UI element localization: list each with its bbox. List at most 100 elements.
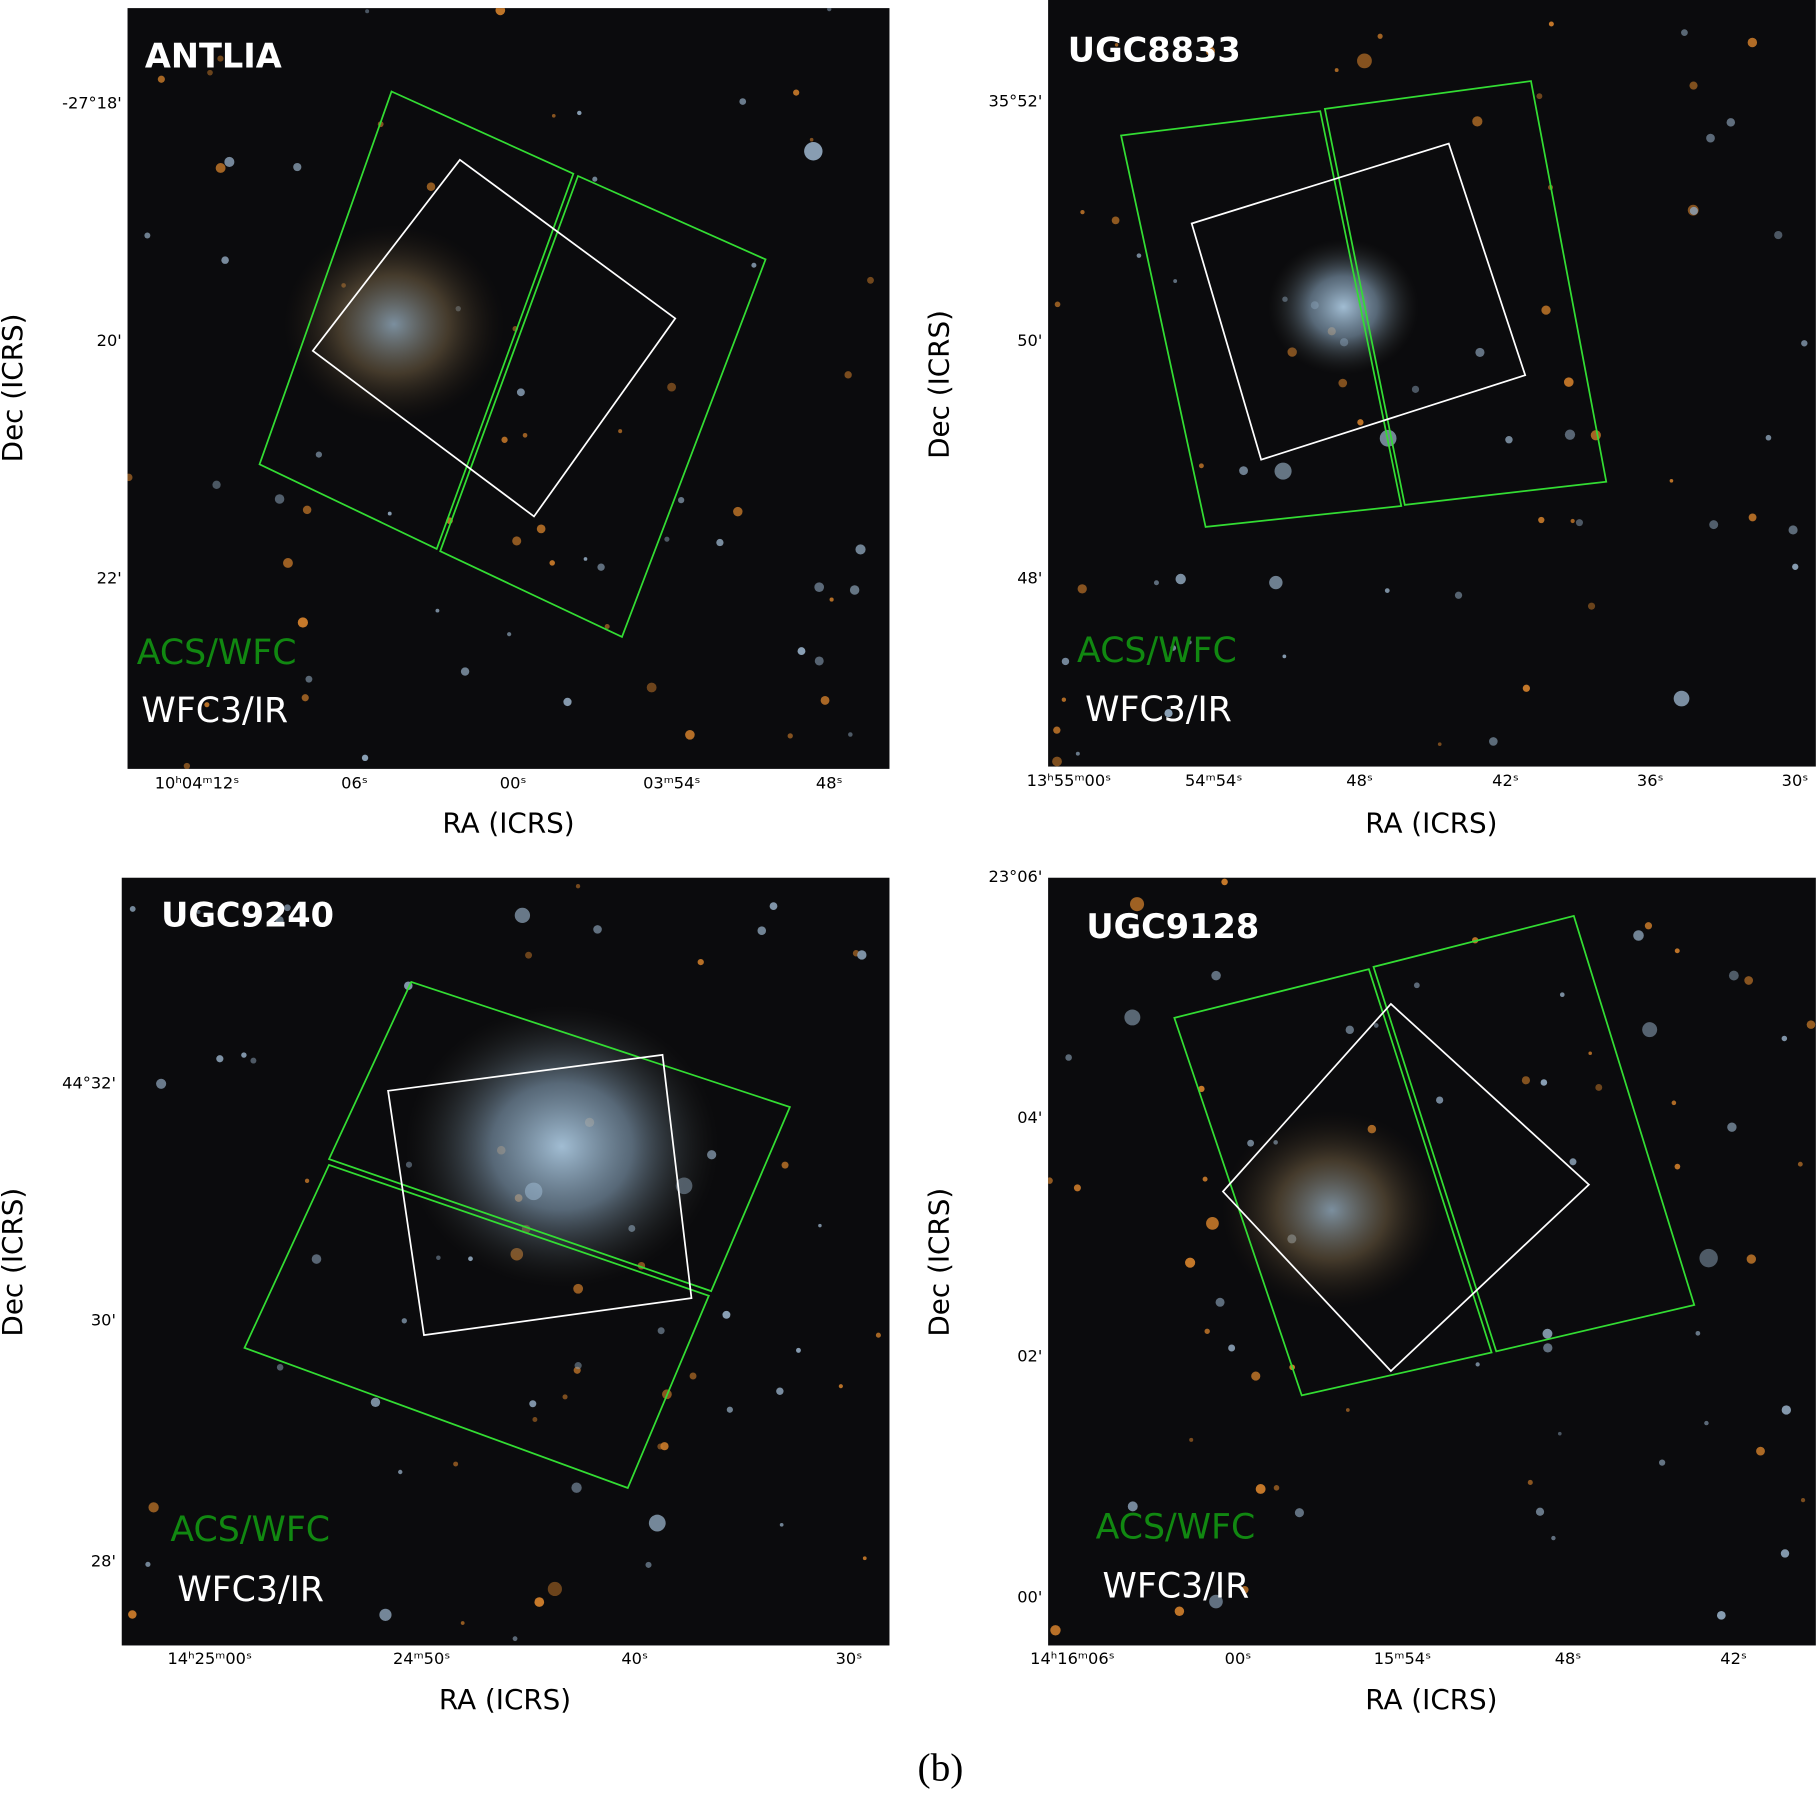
star: [1527, 1479, 1533, 1485]
star: [571, 1482, 582, 1493]
star: [575, 884, 581, 889]
star: [221, 256, 229, 264]
star: [216, 1055, 224, 1063]
star: [757, 926, 767, 935]
star: [1153, 580, 1159, 586]
star: [1536, 93, 1543, 100]
star: [532, 1417, 538, 1422]
star: [1522, 684, 1530, 692]
star: [1202, 1176, 1208, 1182]
star: [1590, 430, 1601, 441]
star: [1505, 436, 1513, 444]
acs-footprint: [1372, 914, 1696, 1353]
acs-footprint: [439, 174, 767, 639]
star: [577, 110, 582, 116]
y-tick-label: 30': [91, 1311, 116, 1330]
y-tick-label: 22': [97, 568, 122, 587]
y-axis-label: Dec (ICRS): [922, 310, 955, 459]
star: [1475, 347, 1485, 357]
star: [1521, 1076, 1531, 1085]
star: [127, 473, 133, 482]
star: [793, 89, 800, 96]
star: [1673, 690, 1690, 707]
x-tick-label: 14ʰ25ᵐ00ˢ: [167, 1649, 252, 1668]
star: [1800, 1498, 1806, 1503]
star: [1557, 1431, 1562, 1436]
x-tick-label: 54ᵐ54ˢ: [1185, 771, 1242, 790]
panel: ANTLIA ACS/WFC WFC3/IR 10ʰ04ᵐ12ˢ 06ˢ 00ˢ 03ᵐ54…: [0, 8, 890, 839]
star: [804, 142, 823, 161]
star: [1689, 206, 1698, 215]
star: [1377, 33, 1383, 39]
star: [848, 732, 853, 737]
star: [435, 608, 440, 613]
star: [1211, 970, 1221, 981]
star: [1127, 1501, 1138, 1512]
star: [667, 382, 677, 392]
star: [818, 1223, 822, 1228]
star: [697, 958, 704, 966]
star: [648, 1514, 666, 1532]
star: [547, 1581, 562, 1597]
star: [1294, 1508, 1304, 1518]
star: [583, 557, 588, 561]
star: [1411, 385, 1420, 393]
x-tick-label: 40ˢ: [621, 1649, 648, 1668]
star: [196, 910, 201, 914]
star: [1788, 525, 1798, 535]
star: [1671, 1100, 1677, 1106]
star: [685, 729, 695, 740]
star: [1781, 1405, 1791, 1415]
star: [1204, 1328, 1210, 1334]
star: [145, 1561, 151, 1567]
star: [593, 925, 602, 934]
star: [1695, 1330, 1701, 1336]
star: [1806, 1020, 1816, 1029]
star: [1413, 982, 1420, 989]
star: [1559, 992, 1565, 998]
star: [302, 505, 312, 515]
star: [1595, 1084, 1603, 1091]
x-axis-label: RA (ICRS): [1365, 1683, 1497, 1716]
x-tick-label: 15ᵐ54ˢ: [1374, 1649, 1431, 1668]
star: [1080, 209, 1085, 215]
star: [1801, 340, 1808, 347]
x-tick-label: 48ˢ: [816, 773, 843, 792]
wfc3-footprint: [1221, 1002, 1591, 1373]
star: [844, 371, 852, 379]
star: [1136, 253, 1142, 258]
star: [563, 697, 572, 707]
star: [1774, 230, 1783, 240]
x-tick-label: 06ˢ: [341, 773, 368, 792]
panel-title: UGC9128: [1086, 907, 1259, 946]
star: [507, 632, 512, 637]
star: [156, 1078, 167, 1089]
star: [1744, 976, 1754, 985]
star: [1205, 46, 1216, 56]
star: [1540, 1079, 1548, 1086]
star: [1436, 1096, 1444, 1104]
star: [660, 1442, 669, 1451]
star: [283, 904, 291, 912]
x-axis-label: RA (ICRS): [439, 1683, 571, 1716]
acs-footprint: [258, 90, 575, 551]
star: [1551, 1535, 1556, 1541]
star: [1781, 1035, 1788, 1042]
star: [1061, 697, 1067, 702]
star: [1472, 116, 1483, 127]
wfc3-footprint: [311, 158, 677, 518]
star: [814, 582, 825, 592]
x-tick-label: 13ʰ55ᵐ00ˢ: [1027, 771, 1112, 790]
star: [875, 1332, 881, 1338]
legend-wfc3: WFC3/IR: [141, 691, 288, 731]
star: [1575, 519, 1583, 527]
star: [1644, 922, 1653, 930]
star: [1206, 1217, 1219, 1230]
star: [157, 75, 165, 83]
star: [1187, 640, 1192, 645]
star: [276, 1364, 284, 1371]
star: [204, 702, 210, 708]
star: [217, 55, 224, 62]
star: [1633, 930, 1644, 941]
star: [838, 1384, 843, 1389]
